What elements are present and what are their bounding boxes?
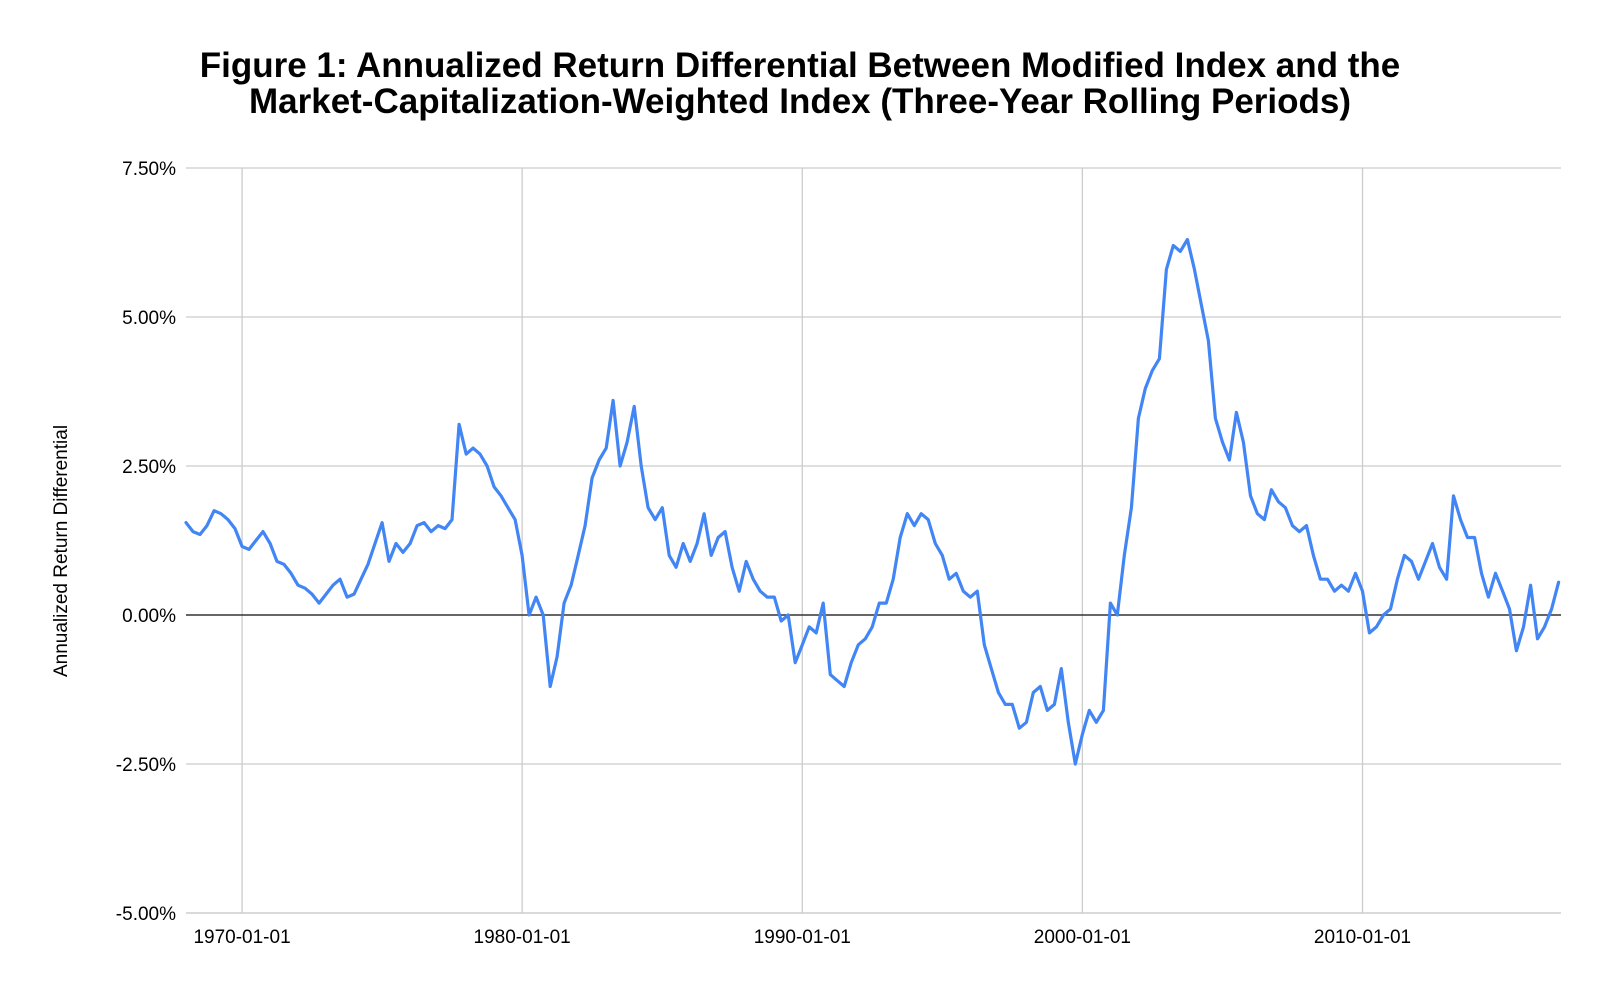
- chart-title: Figure 1: Annualized Return Differential…: [0, 48, 1600, 120]
- x-axis-ticks: 1970-01-01 1980-01-01 1990-01-01 2000-01-01…: [193, 927, 1411, 948]
- y-tick-label: 2.50%: [122, 457, 176, 478]
- y-tick-label: -5.00%: [116, 904, 176, 925]
- y-tick-label: 7.50%: [122, 159, 176, 180]
- x-tick-label: 1990-01-01: [754, 927, 851, 948]
- chart-title-line-2: Market-Capitalization-Weighted Index (Th…: [248, 82, 1352, 121]
- x-tick-label: 2010-01-01: [1314, 927, 1411, 948]
- y-tick-label: -2.50%: [116, 755, 176, 776]
- gridlines: [186, 167, 1561, 914]
- chart-title-line-1: Figure 1: Annualized Return Differential…: [199, 46, 1401, 85]
- x-tick-label: 1980-01-01: [474, 927, 571, 948]
- x-tick-label: 1970-01-01: [193, 927, 290, 948]
- y-axis-ticks: -5.00% -2.50% 0.00% 2.50% 5.00% 7.50%: [116, 159, 176, 925]
- y-tick-label: 0.00%: [122, 606, 176, 627]
- series-line: [184, 237, 1561, 766]
- x-tick-label: 2000-01-01: [1034, 927, 1131, 948]
- y-tick-label: 5.00%: [122, 308, 176, 329]
